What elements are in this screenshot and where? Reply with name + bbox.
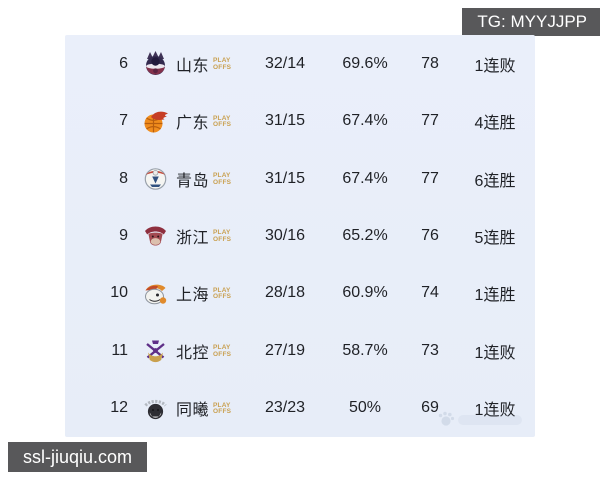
playoffs-badge-line2: OFFS bbox=[213, 293, 232, 301]
record-cell: 32/14 bbox=[264, 54, 306, 72]
playoffs-badge-line1: PLAY bbox=[213, 229, 231, 237]
team-name: 浙江 bbox=[176, 229, 210, 247]
playoffs-badge-line2: OFFS bbox=[213, 178, 232, 186]
table-row[interactable]: 11 北控 PLAY OFFS 27/19 58.7% 73 1连败 bbox=[65, 322, 535, 379]
site-url-badge: ssl-jiuqiu.com bbox=[8, 442, 148, 472]
team-logo-icon bbox=[142, 50, 169, 77]
rank-cell: 7 bbox=[119, 112, 128, 130]
playoffs-badge: PLAY OFFS bbox=[213, 173, 231, 186]
team-name: 山东 bbox=[176, 57, 210, 75]
winpct-cell: 50% bbox=[348, 399, 382, 417]
playoffs-badge-line1: PLAY bbox=[213, 344, 231, 352]
winpct-cell: 69.6% bbox=[342, 54, 388, 72]
rows-container: 6 山东 PLAY OFFS 32/14 69.6% 78 1连败 7 广东 P… bbox=[65, 35, 535, 437]
team-name: 北控 bbox=[176, 344, 210, 362]
table-row[interactable]: 9 浙江 PLAY OFFS 30/16 65.2% 76 5连胜 bbox=[65, 207, 535, 264]
rank-cell: 11 bbox=[111, 341, 128, 359]
team-cell: 北控 PLAY OFFS bbox=[130, 337, 245, 364]
streak-cell: 1连胜 bbox=[474, 287, 516, 305]
streak-cell: 6连胜 bbox=[474, 172, 516, 190]
winpct-cell: 65.2% bbox=[342, 226, 388, 244]
table-row[interactable]: 7 广东 PLAY OFFS 31/15 67.4% 77 4连胜 bbox=[65, 92, 535, 149]
points-cell: 77 bbox=[421, 112, 439, 130]
playoffs-badge: PLAY OFFS bbox=[213, 58, 231, 71]
rank-cell: 12 bbox=[110, 399, 128, 417]
playoffs-badge-line2: OFFS bbox=[213, 63, 232, 71]
team-cell: 青岛 PLAY OFFS bbox=[130, 165, 245, 192]
table-row[interactable]: 10 上海 PLAY OFFS 28/18 60.9% 74 1连胜 bbox=[65, 265, 535, 322]
team-logo-icon bbox=[142, 337, 169, 364]
streak-cell: 1连败 bbox=[474, 57, 516, 75]
playoffs-badge-line2: OFFS bbox=[213, 408, 232, 416]
points-cell: 69 bbox=[421, 399, 439, 417]
team-logo-icon bbox=[142, 108, 169, 135]
team-name: 广东 bbox=[176, 115, 210, 133]
record-cell: 28/18 bbox=[264, 284, 306, 302]
points-cell: 78 bbox=[421, 54, 439, 72]
playoffs-badge-line2: OFFS bbox=[213, 235, 232, 243]
playoffs-badge-line2: OFFS bbox=[213, 350, 232, 358]
playoffs-badge-line1: PLAY bbox=[213, 286, 231, 294]
team-name: 同曦 bbox=[176, 402, 210, 420]
team-name: 上海 bbox=[176, 287, 210, 305]
record-cell: 31/15 bbox=[264, 112, 306, 130]
streak-cell: 4连胜 bbox=[474, 115, 516, 133]
team-name: 青岛 bbox=[176, 172, 210, 190]
record-cell: 23/23 bbox=[264, 399, 306, 417]
team-cell: 山东 PLAY OFFS bbox=[130, 50, 245, 77]
team-logo-icon bbox=[142, 222, 169, 249]
record-cell: 30/16 bbox=[264, 226, 306, 244]
points-cell: 77 bbox=[421, 169, 439, 187]
streak-cell: 1连败 bbox=[474, 402, 516, 420]
table-row[interactable]: 6 山东 PLAY OFFS 32/14 69.6% 78 1连败 bbox=[65, 35, 535, 92]
playoffs-badge: PLAY OFFS bbox=[213, 345, 231, 358]
playoffs-badge-line1: PLAY bbox=[213, 114, 231, 122]
playoffs-badge: PLAY OFFS bbox=[213, 286, 232, 301]
telegram-handle-badge: TG: MYYJJPP bbox=[462, 8, 600, 36]
points-cell: 73 bbox=[421, 341, 439, 359]
winpct-cell: 60.9% bbox=[342, 284, 388, 302]
points-cell: 76 bbox=[421, 226, 439, 244]
points-cell: 74 bbox=[421, 284, 439, 302]
table-row[interactable]: 8 青岛 PLAY OFFS 31/15 67.4% 77 6连胜 bbox=[65, 150, 535, 207]
rank-cell: 8 bbox=[119, 169, 128, 187]
team-cell: 上海 PLAY OFFS bbox=[130, 280, 245, 307]
playoffs-badge-line1: PLAY bbox=[213, 172, 231, 180]
winpct-cell: 58.7% bbox=[342, 341, 388, 359]
streak-cell: 1连败 bbox=[474, 344, 516, 362]
team-logo-icon bbox=[142, 280, 169, 307]
playoffs-badge: PLAY OFFS bbox=[213, 230, 231, 243]
playoffs-badge: PLAY OFFS bbox=[213, 114, 232, 129]
team-cell: 广东 PLAY OFFS bbox=[130, 108, 245, 135]
record-cell: 27/19 bbox=[264, 341, 306, 359]
team-logo-icon bbox=[142, 165, 169, 192]
rank-cell: 6 bbox=[119, 54, 128, 72]
team-cell: 同曦 PLAY OFFS bbox=[130, 395, 245, 422]
playoffs-badge-line2: OFFS bbox=[213, 121, 232, 129]
playoffs-badge: PLAY OFFS bbox=[213, 401, 232, 416]
winpct-cell: 67.4% bbox=[342, 169, 388, 187]
winpct-cell: 67.4% bbox=[342, 112, 388, 130]
table-row[interactable]: 12 同曦 PLAY OFFS 23/23 50% 69 1连败 bbox=[65, 380, 535, 437]
streak-cell: 5连胜 bbox=[474, 229, 516, 247]
record-cell: 31/15 bbox=[264, 169, 306, 187]
standings-card: 6 山东 PLAY OFFS 32/14 69.6% 78 1连败 7 广东 P… bbox=[65, 35, 535, 437]
team-cell: 浙江 PLAY OFFS bbox=[130, 222, 245, 249]
rank-cell: 10 bbox=[110, 284, 128, 302]
playoffs-badge-line1: PLAY bbox=[213, 57, 231, 65]
rank-cell: 9 bbox=[119, 226, 128, 244]
team-logo-icon bbox=[142, 395, 169, 422]
playoffs-badge-line1: PLAY bbox=[213, 401, 231, 409]
